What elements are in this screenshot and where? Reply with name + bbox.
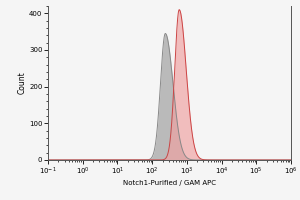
- X-axis label: Notch1-Purified / GAM APC: Notch1-Purified / GAM APC: [123, 180, 216, 186]
- Y-axis label: Count: Count: [17, 72, 26, 94]
